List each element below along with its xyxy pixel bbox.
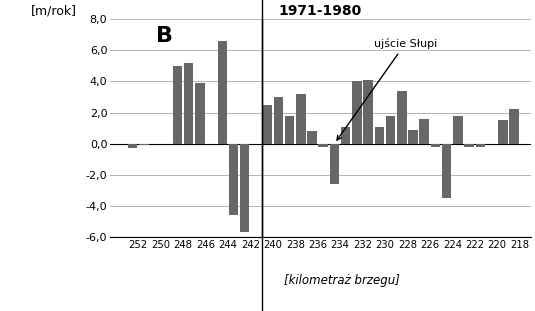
Bar <box>296 94 305 144</box>
Bar <box>307 131 317 144</box>
Bar <box>285 116 294 144</box>
Bar <box>464 144 474 147</box>
Bar <box>218 41 227 144</box>
Bar <box>173 66 182 144</box>
Bar <box>408 130 418 144</box>
Text: B: B <box>156 26 173 46</box>
Bar <box>229 144 238 215</box>
Bar <box>498 120 508 144</box>
Bar <box>363 80 373 144</box>
Y-axis label: [m/rok]: [m/rok] <box>30 4 77 17</box>
Bar <box>476 144 485 147</box>
Bar <box>330 144 339 184</box>
Text: ujście Słupi: ujście Słupi <box>337 38 437 140</box>
Bar <box>341 127 350 144</box>
Bar <box>431 144 440 147</box>
Bar <box>273 97 283 144</box>
Bar <box>386 116 395 144</box>
Bar <box>318 144 328 147</box>
Bar <box>442 144 452 198</box>
Bar <box>184 63 193 144</box>
Bar <box>352 81 362 144</box>
Bar <box>509 109 519 144</box>
Bar <box>128 144 137 148</box>
Text: [kilometraż brzegu]: [kilometraż brzegu] <box>284 274 400 287</box>
Bar <box>397 91 407 144</box>
Title: 1971-1980: 1971-1980 <box>279 4 362 18</box>
Bar <box>419 119 429 144</box>
Bar <box>195 83 204 144</box>
Bar <box>374 127 384 144</box>
Bar <box>262 105 272 144</box>
Bar <box>453 116 463 144</box>
Bar <box>139 144 149 145</box>
Bar <box>240 144 249 232</box>
